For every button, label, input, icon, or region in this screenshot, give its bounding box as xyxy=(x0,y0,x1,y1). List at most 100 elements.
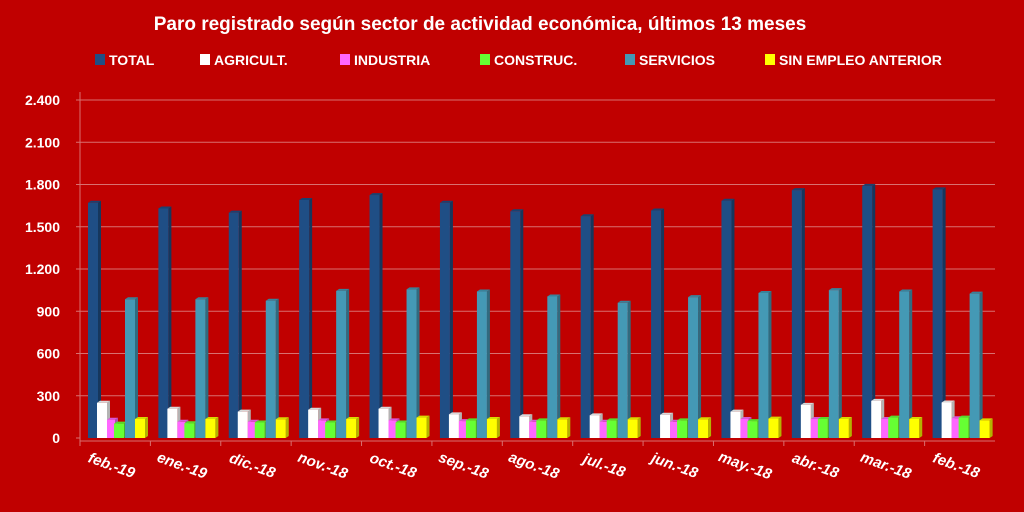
bar-top xyxy=(265,298,279,301)
bar-side xyxy=(801,188,805,438)
bar-top xyxy=(177,419,189,422)
bar-side xyxy=(838,288,842,438)
bar xyxy=(237,411,248,438)
bar xyxy=(941,402,952,438)
bar-side xyxy=(848,416,852,438)
bar-side xyxy=(346,288,350,438)
bar-top xyxy=(768,416,782,419)
x-tick-label: sep.-18 xyxy=(436,449,491,483)
bar xyxy=(529,421,538,438)
bar xyxy=(932,189,943,438)
bar xyxy=(247,421,256,438)
bar-side xyxy=(275,298,279,438)
bar xyxy=(888,417,899,438)
y-tick-label: 1.800 xyxy=(25,177,60,193)
bar xyxy=(336,290,347,438)
bar-top xyxy=(730,409,744,412)
bar-top xyxy=(617,300,631,303)
bar xyxy=(88,202,98,438)
bar-top xyxy=(254,420,268,423)
bar xyxy=(881,418,890,438)
bar xyxy=(135,418,145,438)
bar-top xyxy=(299,197,313,200)
x-tick-label: feb.-19 xyxy=(86,450,138,483)
bar xyxy=(195,299,206,438)
bar-top xyxy=(536,418,550,421)
bar-top xyxy=(969,291,983,294)
x-tick-label: may.-18 xyxy=(716,448,774,483)
bar-top xyxy=(932,187,946,190)
bar-top xyxy=(346,416,360,419)
legend-label: AGRICULT. xyxy=(214,52,288,68)
bar-top xyxy=(817,416,831,419)
bar-top xyxy=(184,421,198,424)
bar-top xyxy=(800,402,814,405)
bar xyxy=(325,422,336,438)
bar xyxy=(465,420,476,438)
bar-side xyxy=(238,210,242,438)
x-tick-label: nov.-18 xyxy=(296,449,351,483)
bar-top xyxy=(519,414,533,417)
bar-top xyxy=(205,416,219,419)
bar-side xyxy=(356,416,360,438)
bar xyxy=(838,418,849,438)
bar-side xyxy=(168,206,172,438)
bar-side xyxy=(449,200,453,438)
bar-top xyxy=(651,208,665,211)
legend-label: SIN EMPLEO ANTERIOR xyxy=(779,52,942,68)
bar xyxy=(862,185,873,438)
bar-top xyxy=(862,183,876,186)
bar xyxy=(909,418,920,438)
bar-top xyxy=(660,412,674,415)
bar xyxy=(677,420,688,438)
x-tick-label: mar.-18 xyxy=(858,449,914,483)
y-tick-label: 1.200 xyxy=(25,261,60,277)
bar-top xyxy=(688,295,702,298)
y-tick-label: 2.400 xyxy=(25,92,60,108)
bar xyxy=(660,414,671,438)
bar xyxy=(617,302,628,438)
bar xyxy=(369,195,380,438)
bar-side xyxy=(205,297,209,438)
bar xyxy=(547,296,558,438)
bar-side xyxy=(567,417,571,438)
bar-top xyxy=(416,415,430,418)
bar-top xyxy=(941,400,955,403)
bar-top xyxy=(486,416,500,419)
y-tick-label: 600 xyxy=(37,346,61,362)
bar xyxy=(388,420,397,438)
bar xyxy=(721,200,732,438)
bar-side xyxy=(872,183,876,438)
bar-top xyxy=(378,406,392,409)
bar-top xyxy=(838,416,852,419)
bar xyxy=(395,422,406,438)
bar-side xyxy=(989,418,993,438)
bar-top xyxy=(388,418,400,421)
bar-top xyxy=(888,415,902,418)
bar-side xyxy=(145,416,148,438)
bar-side xyxy=(215,416,219,438)
bar-top xyxy=(828,288,842,291)
legend-swatch xyxy=(340,54,350,65)
bar xyxy=(519,416,530,438)
x-tick-label: abr.-18 xyxy=(790,450,842,483)
bars xyxy=(88,183,993,438)
bar-top xyxy=(247,419,259,422)
bar-side xyxy=(942,187,946,438)
x-tick-label: oct.-18 xyxy=(367,450,419,483)
legend: TOTAL AGRICULT. INDUSTRIA CONSTRUC. SERVICIO… xyxy=(95,52,942,68)
bar xyxy=(346,418,357,438)
chart-title: Paro registrado según sector de activida… xyxy=(154,14,807,35)
bar xyxy=(791,190,802,438)
bar-side xyxy=(98,200,101,438)
x-tick-label: dic.-18 xyxy=(227,450,278,482)
bar-top xyxy=(557,417,571,420)
bar-side xyxy=(778,416,782,438)
bar xyxy=(205,418,216,438)
x-tick-label: feb.-18 xyxy=(931,450,983,483)
bar-top xyxy=(510,209,524,212)
bar xyxy=(97,402,107,438)
bar-top xyxy=(395,420,409,423)
bar-top xyxy=(88,200,101,203)
